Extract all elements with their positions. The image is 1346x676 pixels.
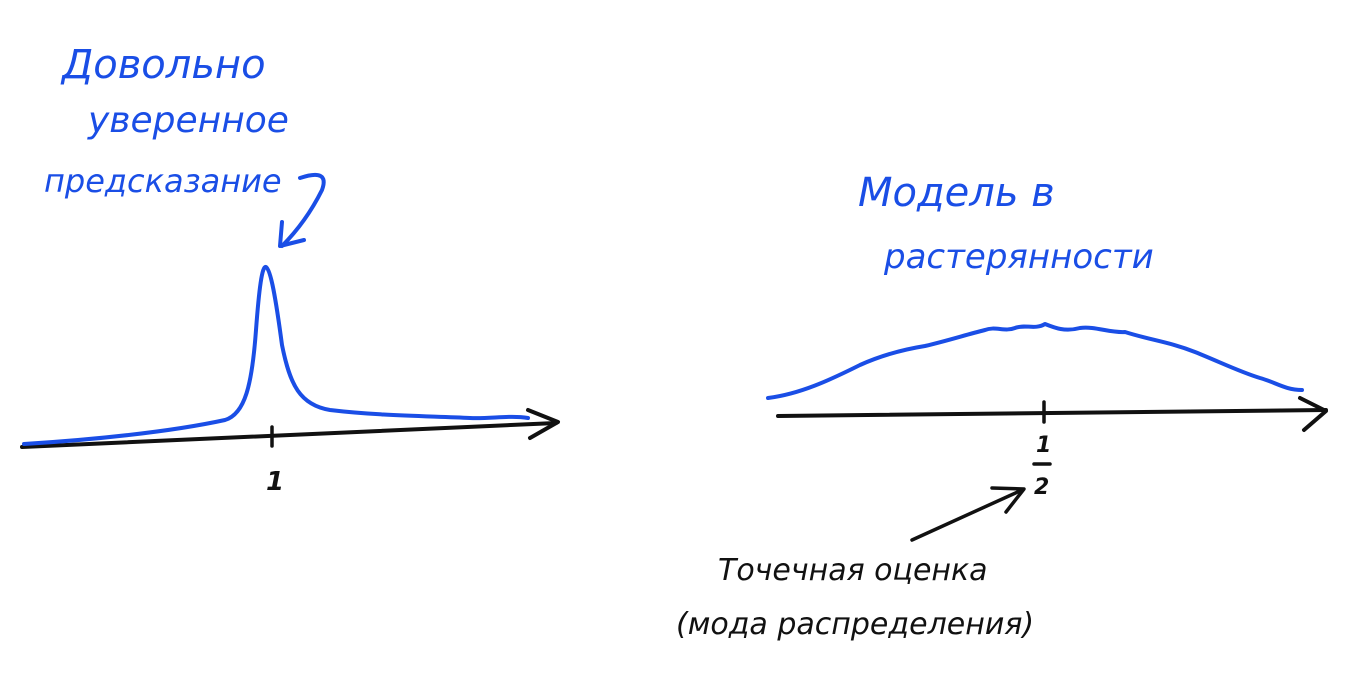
left-annotation-line-3: предсказание: [44, 162, 282, 200]
right-annotation-line-1: Модель в: [858, 170, 1055, 216]
point-estimate-caption-line-1: Точечная оценка: [718, 553, 988, 588]
left-tick-label: 1: [266, 467, 284, 497]
left-x-axis-arrowhead: [526, 408, 560, 440]
left-panel: Довольно уверенное предсказание 1: [20, 42, 560, 497]
right-x-axis: [776, 408, 1328, 418]
point-estimate-caption-line-2: (мода распределения): [676, 607, 1034, 642]
right-x-axis-arrowhead: [1298, 396, 1328, 432]
left-pointer-arrow: [280, 173, 326, 248]
left-annotation-line-1: Довольно: [60, 42, 266, 88]
right-flat-density-curve: [766, 322, 1304, 400]
right-tick-label-numerator: 1: [1036, 433, 1051, 458]
left-x-axis: [20, 421, 558, 449]
left-peaked-density-curve: [22, 264, 530, 446]
right-tick-label-denominator: 2: [1034, 475, 1049, 500]
right-panel: Модель в растерянности 1 2 Точечная оцен…: [676, 170, 1328, 642]
point-estimate-arrow: [910, 488, 1024, 542]
point-estimate-arrowhead: [990, 486, 1026, 514]
left-annotation-line-2: уверенное: [87, 100, 289, 141]
right-annotation-line-2: растерянности: [883, 237, 1154, 277]
left-pointer-arrowhead: [278, 220, 306, 248]
